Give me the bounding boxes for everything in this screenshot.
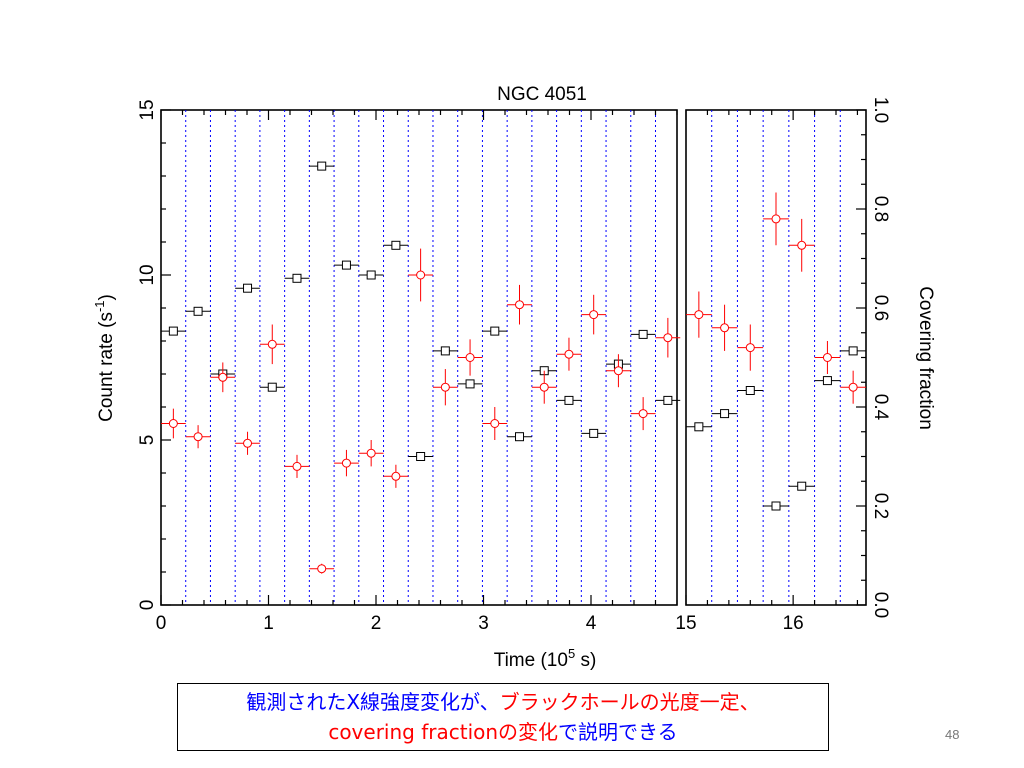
x-axis-label-sup: 5: [568, 646, 575, 661]
data-point-circle: [341, 458, 351, 468]
data-point-circle: [539, 382, 549, 392]
data-point-square: [745, 386, 755, 395]
data-point-circle: [193, 432, 203, 442]
data-point-circle: [613, 366, 623, 376]
data-point-square: [267, 382, 277, 392]
data-point-square: [694, 422, 704, 432]
data-point-square: [193, 306, 203, 316]
x-axis-label-main: Time (10: [494, 650, 568, 671]
x-tick-label: 16: [783, 613, 804, 634]
caption-line-2-red: covering fractionの変化: [328, 720, 559, 744]
y-axis-label-sup: -1: [92, 300, 107, 312]
data-point-circle: [663, 333, 673, 343]
data-point-circle: [638, 409, 648, 419]
x-tick-label: 2: [371, 613, 382, 634]
data-point-square: [822, 376, 832, 386]
data-point-circle: [694, 310, 704, 320]
data-point-square: [366, 270, 376, 280]
caption-line-2-blue: で説明できる: [558, 720, 678, 744]
y-axis-label: Count rate (s-1): [92, 294, 117, 422]
data-point-circle: [797, 240, 807, 250]
data-point-circle: [822, 353, 832, 362]
data-point-square: [168, 326, 178, 336]
caption-line-1-red: ブラックホールの光度一定、: [499, 690, 760, 714]
x-tick-label: 15: [675, 613, 696, 634]
y-tick-label-right: 0.8: [870, 196, 891, 222]
y-tick-label-left: 5: [137, 435, 158, 446]
y2-axis-label: Covering fraction: [915, 286, 936, 430]
page-number: 48: [945, 727, 960, 742]
data-point-circle: [416, 270, 426, 280]
data-point-circle: [465, 353, 475, 362]
data-point-square: [589, 428, 599, 438]
data-point-circle: [515, 300, 525, 310]
data-point-square: [797, 481, 807, 491]
y-tick-label-right: 0.6: [870, 295, 891, 321]
data-point-circle: [440, 382, 450, 392]
data-point-square: [416, 452, 426, 461]
data-point-square: [292, 273, 302, 283]
data-point-circle: [317, 564, 327, 574]
data-point-circle: [848, 382, 858, 392]
x-tick-label: 4: [586, 613, 597, 634]
caption-box: 観測されたX線強度変化が、ブラックホールの光度一定、 covering frac…: [177, 683, 829, 751]
data-point-circle: [720, 323, 730, 333]
y-axis-label-main: Count rate (s: [96, 312, 117, 422]
data-point-square: [848, 346, 858, 356]
data-point-circle: [218, 372, 228, 382]
y-tick-label-right: 0.0: [870, 592, 891, 618]
data-point-square: [720, 409, 730, 419]
data-point-circle: [168, 419, 178, 428]
plot-frame-left: [160, 109, 678, 606]
data-point-circle: [490, 419, 500, 428]
data-point-square: [243, 283, 253, 293]
x-axis-label-tail: s): [575, 650, 596, 671]
x-tick-label: 1: [263, 613, 274, 634]
data-point-circle: [391, 471, 401, 481]
data-point-circle: [771, 214, 781, 224]
x-tick-label: 3: [478, 613, 489, 634]
caption-line-1: 観測されたX線強度変化が、ブラックホールの光度一定、: [178, 687, 828, 717]
data-point-square: [663, 395, 673, 405]
data-point-square: [317, 161, 327, 171]
data-point-square: [515, 432, 525, 442]
data-point-circle: [564, 349, 574, 359]
data-point-circle: [243, 438, 253, 448]
data-point-circle: [267, 339, 277, 349]
data-point-square: [391, 240, 401, 250]
x-tick-label: 0: [156, 613, 167, 634]
y-axis-left: 0 5 10 15: [137, 99, 171, 610]
chart-panel-left: 0 1 2 3 4: [156, 109, 681, 634]
data-point-square: [341, 260, 351, 270]
data-point-square: [771, 501, 781, 511]
caption-line-1-blue: 観測されたX線強度変化が、: [246, 690, 500, 714]
y-tick-label-left: 15: [137, 99, 158, 120]
y-tick-label-right: 0.4: [870, 394, 891, 421]
data-point-circle: [745, 343, 755, 353]
chart-panel-right: 15 16: [675, 109, 867, 634]
chart-title: NGC 4051: [497, 84, 587, 105]
data-point-square: [440, 346, 450, 356]
data-point-square: [465, 379, 475, 389]
x-axis-label: Time (105 s): [494, 646, 597, 671]
data-point-square: [638, 329, 648, 339]
y-tick-label-left: 10: [137, 264, 158, 285]
y-axis-right: 0.0 0.2 0.4 0.6 0.8 1.0: [856, 97, 891, 618]
caption-line-2: covering fractionの変化で説明できる: [178, 717, 828, 747]
data-point-circle: [292, 461, 302, 471]
y-tick-label-right: 0.2: [870, 493, 891, 519]
data-point-circle: [366, 448, 376, 458]
y-tick-label-right: 1.0: [870, 97, 891, 123]
data-point-circle: [589, 310, 599, 320]
data-point-square: [490, 326, 500, 336]
y-tick-label-left: 0: [137, 600, 158, 611]
y-axis-label-tail: ): [96, 294, 117, 300]
data-point-square: [564, 395, 574, 405]
